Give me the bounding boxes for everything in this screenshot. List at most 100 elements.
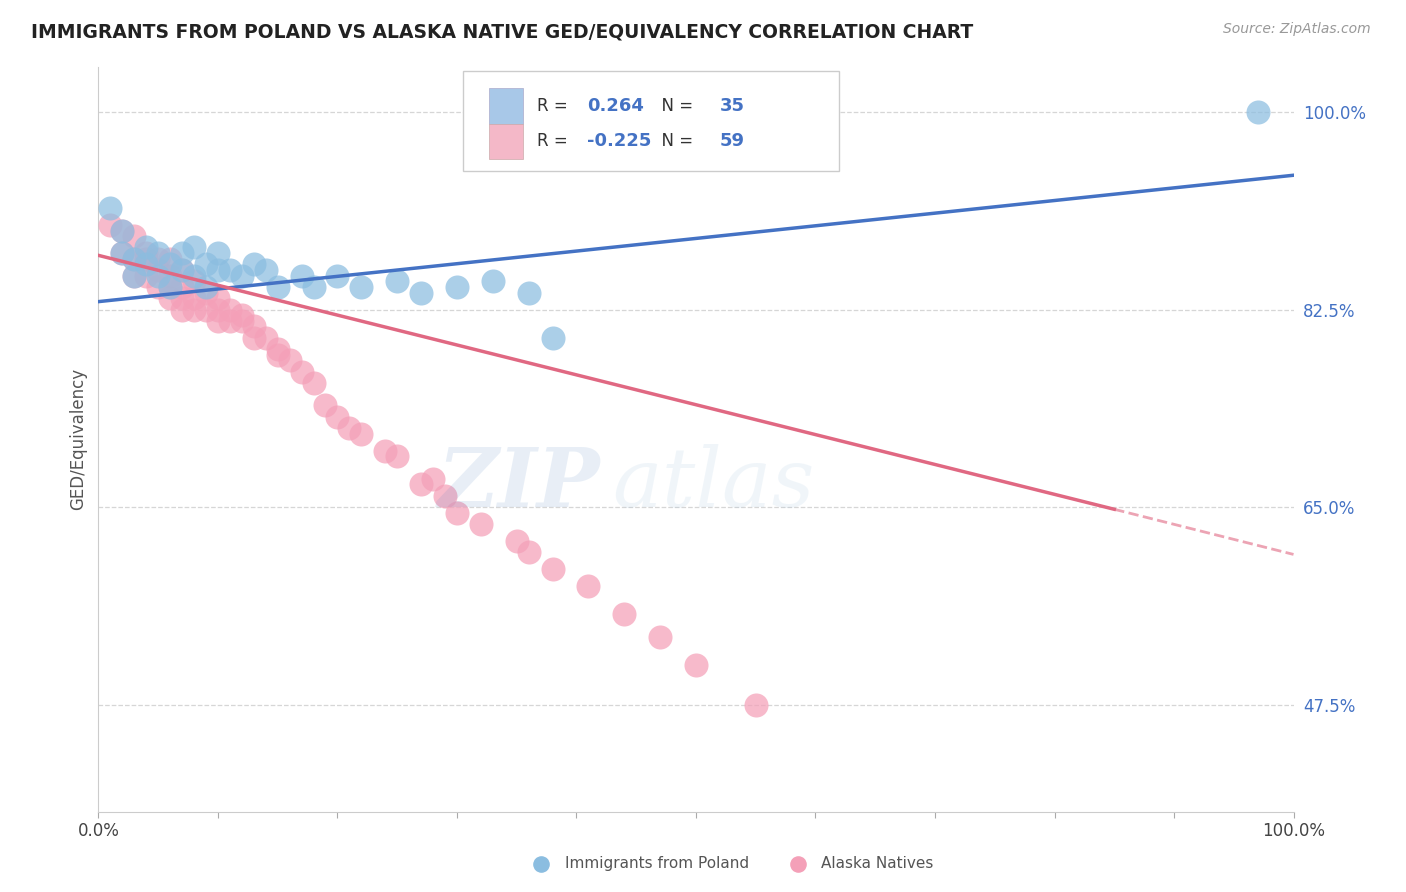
- Point: [302, 376, 325, 390]
- Point: [219, 314, 242, 328]
- Point: [422, 472, 444, 486]
- Point: [1246, 105, 1268, 120]
- Point: [207, 246, 229, 260]
- Point: [183, 268, 205, 283]
- Point: [243, 257, 266, 271]
- Point: [290, 268, 312, 283]
- Point: [183, 240, 205, 254]
- Point: [159, 280, 181, 294]
- Point: [98, 201, 122, 215]
- Point: [315, 399, 337, 413]
- Point: [135, 240, 157, 254]
- Point: [470, 516, 492, 531]
- Text: Immigrants from Poland: Immigrants from Poland: [565, 856, 748, 871]
- Point: [254, 331, 277, 345]
- Text: R =: R =: [537, 97, 574, 115]
- Text: IMMIGRANTS FROM POLAND VS ALASKA NATIVE GED/EQUIVALENCY CORRELATION CHART: IMMIGRANTS FROM POLAND VS ALASKA NATIVE …: [31, 22, 973, 41]
- Point: [207, 302, 229, 317]
- Point: [517, 285, 540, 300]
- Text: Alaska Natives: Alaska Natives: [821, 856, 934, 871]
- Point: [350, 280, 373, 294]
- Point: [411, 285, 433, 300]
- Point: [302, 280, 325, 294]
- Point: [278, 353, 301, 368]
- Point: [219, 263, 242, 277]
- Point: [506, 533, 529, 548]
- Point: [172, 246, 194, 260]
- Point: [124, 252, 146, 266]
- Point: [194, 285, 217, 300]
- Point: [135, 252, 157, 266]
- Point: [148, 246, 170, 260]
- Point: [135, 257, 157, 271]
- Point: [517, 545, 540, 559]
- Point: [159, 268, 181, 283]
- Point: [576, 579, 599, 593]
- Point: [231, 308, 253, 322]
- Point: [194, 257, 217, 271]
- Point: [124, 252, 146, 266]
- Text: N =: N =: [651, 97, 697, 115]
- Text: N =: N =: [651, 132, 697, 151]
- Point: [446, 280, 468, 294]
- Point: [231, 314, 253, 328]
- Point: [183, 302, 205, 317]
- Point: [148, 263, 170, 277]
- Point: [243, 331, 266, 345]
- Point: [290, 365, 312, 379]
- Point: [219, 302, 242, 317]
- FancyBboxPatch shape: [489, 88, 523, 124]
- Point: [243, 319, 266, 334]
- Point: [148, 268, 170, 283]
- Point: [159, 280, 181, 294]
- Point: [207, 291, 229, 305]
- Point: [267, 342, 290, 356]
- Point: [111, 223, 134, 237]
- Point: [446, 506, 468, 520]
- Point: [385, 274, 409, 288]
- Point: [172, 280, 194, 294]
- Point: [326, 409, 349, 424]
- Point: [337, 421, 360, 435]
- Text: Source: ZipAtlas.com: Source: ZipAtlas.com: [1223, 22, 1371, 37]
- Point: [433, 489, 456, 503]
- Point: [374, 443, 396, 458]
- Point: [124, 229, 146, 244]
- Point: [135, 246, 157, 260]
- Point: [135, 268, 157, 283]
- Point: [111, 246, 134, 260]
- Point: [326, 268, 349, 283]
- Point: [124, 268, 146, 283]
- Text: ZIP: ZIP: [437, 444, 600, 524]
- Point: [111, 246, 134, 260]
- Point: [541, 562, 564, 576]
- Point: [172, 263, 194, 277]
- Text: R =: R =: [537, 132, 574, 151]
- Text: 35: 35: [720, 97, 745, 115]
- Point: [411, 477, 433, 491]
- Y-axis label: GED/Equivalency: GED/Equivalency: [69, 368, 87, 510]
- Text: atlas: atlas: [612, 444, 814, 524]
- Text: 59: 59: [720, 132, 745, 151]
- Point: [267, 348, 290, 362]
- Point: [159, 257, 181, 271]
- FancyBboxPatch shape: [489, 123, 523, 160]
- Point: [159, 291, 181, 305]
- Point: [745, 698, 768, 712]
- Point: [172, 302, 194, 317]
- Point: [111, 223, 134, 237]
- Text: 0.264: 0.264: [588, 97, 644, 115]
- Point: [613, 607, 636, 622]
- Point: [183, 291, 205, 305]
- Point: [254, 263, 277, 277]
- Point: [98, 218, 122, 232]
- Point: [350, 426, 373, 441]
- Point: [183, 274, 205, 288]
- Point: [385, 449, 409, 463]
- Point: [194, 280, 217, 294]
- Point: [481, 274, 505, 288]
- Point: [159, 252, 181, 266]
- Point: [231, 268, 253, 283]
- Point: [194, 302, 217, 317]
- FancyBboxPatch shape: [463, 70, 839, 171]
